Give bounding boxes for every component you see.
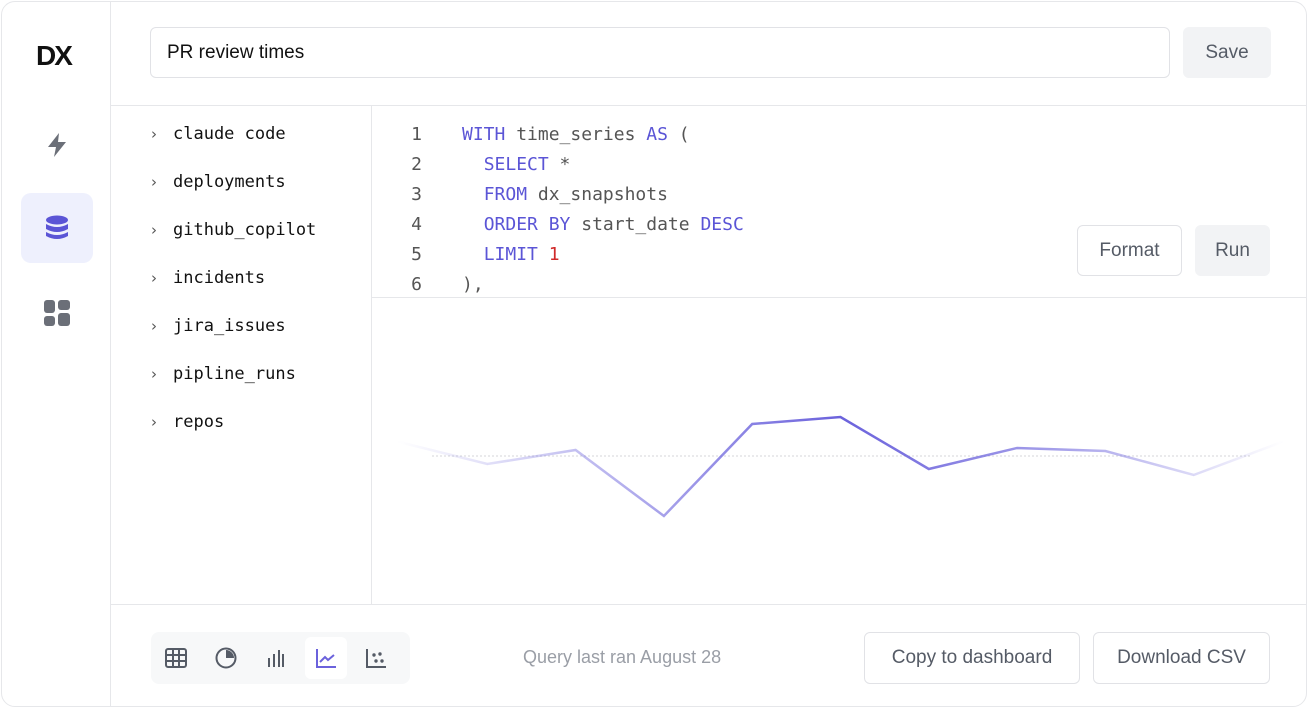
table-tree: › claude code › deployments › github_copilot ›… — [111, 106, 372, 604]
chevron-right-icon: › — [151, 365, 157, 383]
code-token: start_date — [570, 214, 701, 235]
chevron-right-icon: › — [151, 125, 157, 143]
chevron-right-icon: › — [151, 269, 157, 287]
dashboard-icon — [44, 300, 70, 326]
code-line: 6), — [372, 274, 484, 295]
chart-svg — [398, 415, 1283, 518]
table-icon — [165, 648, 187, 668]
chart-type-selector — [151, 632, 410, 684]
code-token — [462, 214, 484, 235]
sidebar-item-database[interactable] — [21, 193, 93, 263]
code-line: 5 LIMIT 1 — [372, 244, 560, 265]
scatter-chart-icon — [366, 649, 386, 668]
tree-item[interactable]: › pipline_runs — [151, 364, 296, 384]
line-number: 2 — [411, 154, 422, 175]
tree-item[interactable]: › incidents — [151, 268, 265, 288]
code-line: 4 ORDER BY start_date DESC — [372, 214, 744, 235]
code-line: 2 SELECT * — [372, 154, 570, 175]
series-line — [398, 415, 1283, 518]
sidebar: DX — [2, 2, 111, 706]
chart-type-table[interactable] — [155, 637, 197, 679]
code-token — [462, 244, 484, 265]
code-token — [538, 244, 549, 265]
code-line: 3 FROM dx_snapshots — [372, 184, 668, 205]
line-chart-icon — [316, 649, 336, 668]
sql-editor[interactable]: Format Run 1 WITH time_series AS (2 SELEC… — [372, 106, 1306, 298]
format-button[interactable]: Format — [1077, 225, 1182, 276]
code-token — [462, 184, 484, 205]
sidebar-item-dashboard[interactable] — [21, 278, 93, 348]
code-token: 1 — [548, 244, 560, 265]
download-csv-button[interactable]: Download CSV — [1093, 632, 1270, 684]
run-button[interactable]: Run — [1195, 225, 1270, 276]
code-token: FROM — [483, 184, 528, 205]
code-token: LIMIT — [483, 244, 538, 265]
code-token: * — [548, 154, 571, 175]
tree-item[interactable]: › deployments — [151, 172, 286, 192]
line-number: 1 — [411, 124, 422, 145]
chart-type-scatter[interactable] — [355, 637, 397, 679]
chevron-right-icon: › — [151, 173, 157, 191]
line-number: 3 — [411, 184, 422, 205]
bolt-icon — [48, 133, 66, 157]
copy-to-dashboard-button[interactable]: Copy to dashboard — [864, 632, 1080, 684]
database-icon — [46, 215, 68, 239]
tree-item-label: github_copilot — [173, 220, 317, 240]
tree-item[interactable]: › claude code — [151, 124, 286, 144]
tree-item-label: repos — [173, 412, 225, 432]
code-token — [462, 154, 484, 175]
code-token: ( — [667, 124, 690, 145]
code-line: 1 WITH time_series AS ( — [372, 124, 690, 145]
bar-chart-icon — [268, 650, 284, 667]
line-chart — [372, 298, 1306, 604]
code-token: time_series — [505, 124, 647, 145]
tree-item-label: incidents — [173, 268, 266, 288]
footer: Query last ran August 28 Copy to dashboa… — [111, 604, 1306, 706]
tree-item-label: pipline_runs — [173, 364, 296, 384]
code-token: WITH — [462, 124, 506, 145]
chart-type-bar[interactable] — [255, 637, 297, 679]
line-number: 6 — [411, 274, 422, 295]
code-token: ), — [462, 274, 484, 295]
chevron-right-icon: › — [151, 317, 157, 335]
dx-logo: DX — [36, 40, 73, 71]
chevron-right-icon: › — [151, 413, 157, 431]
header: Save — [111, 2, 1306, 106]
code-token: dx_snapshots — [527, 184, 668, 205]
code-token: AS — [646, 124, 668, 145]
tree-item[interactable]: › repos — [151, 412, 224, 432]
sidebar-item-bolt[interactable] — [21, 110, 93, 180]
tree-item-label: claude code — [173, 124, 286, 144]
tree-item[interactable]: › github_copilot — [151, 220, 316, 240]
tree-item[interactable]: › jira_issues — [151, 316, 286, 336]
tree-item-label: deployments — [173, 172, 286, 192]
query-title-input[interactable] — [150, 27, 1170, 78]
code-token: SELECT — [483, 154, 549, 175]
chart-type-pie[interactable] — [205, 637, 247, 679]
chart-type-line[interactable] — [305, 637, 347, 679]
query-last-ran-status: Query last ran August 28 — [523, 647, 722, 667]
line-number: 5 — [411, 244, 422, 265]
line-number: 4 — [411, 214, 422, 235]
save-button[interactable]: Save — [1183, 27, 1271, 78]
tree-item-label: jira_issues — [173, 316, 286, 336]
code-token: ORDER BY — [483, 214, 571, 235]
code-token: DESC — [700, 214, 744, 235]
chevron-right-icon: › — [151, 221, 157, 239]
pie-icon — [215, 647, 237, 669]
